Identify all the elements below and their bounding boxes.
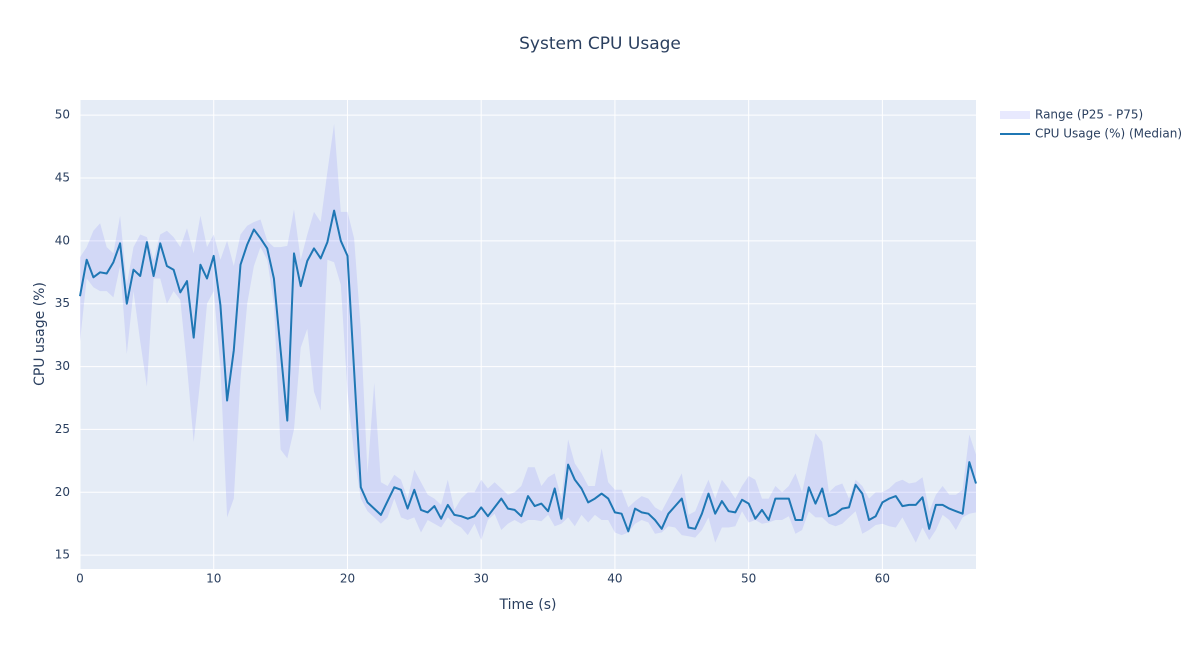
x-tick-label: 50 bbox=[741, 572, 756, 586]
x-axis-title: Time (s) bbox=[499, 597, 557, 613]
y-tick-label: 20 bbox=[55, 485, 70, 499]
marks bbox=[79, 123, 977, 543]
y-tick-label: 15 bbox=[55, 548, 70, 562]
y-tick-label: 45 bbox=[55, 170, 70, 184]
x-tick-label: 0 bbox=[76, 572, 84, 586]
x-tick-label: 10 bbox=[206, 572, 221, 586]
y-tick-label: 50 bbox=[55, 108, 70, 122]
grid bbox=[79, 100, 976, 569]
x-tick-label: 30 bbox=[474, 572, 489, 586]
y-axis-title: CPU usage (%) bbox=[32, 282, 48, 386]
legend-label: Range (P25 - P75) bbox=[1035, 108, 1143, 122]
y-tick-label: 25 bbox=[55, 422, 70, 436]
chart-title: System CPU Usage bbox=[519, 34, 681, 54]
legend-label: CPU Usage (%) (Median) bbox=[1035, 127, 1182, 141]
x-tick-label: 20 bbox=[340, 572, 355, 586]
y-tick-label: 35 bbox=[55, 296, 70, 310]
y-tick-label: 30 bbox=[55, 359, 70, 373]
x-tick-label: 60 bbox=[875, 572, 890, 586]
x-tick-label: 40 bbox=[607, 572, 622, 586]
y-tick-label: 40 bbox=[55, 233, 70, 247]
median-line bbox=[79, 209, 977, 533]
